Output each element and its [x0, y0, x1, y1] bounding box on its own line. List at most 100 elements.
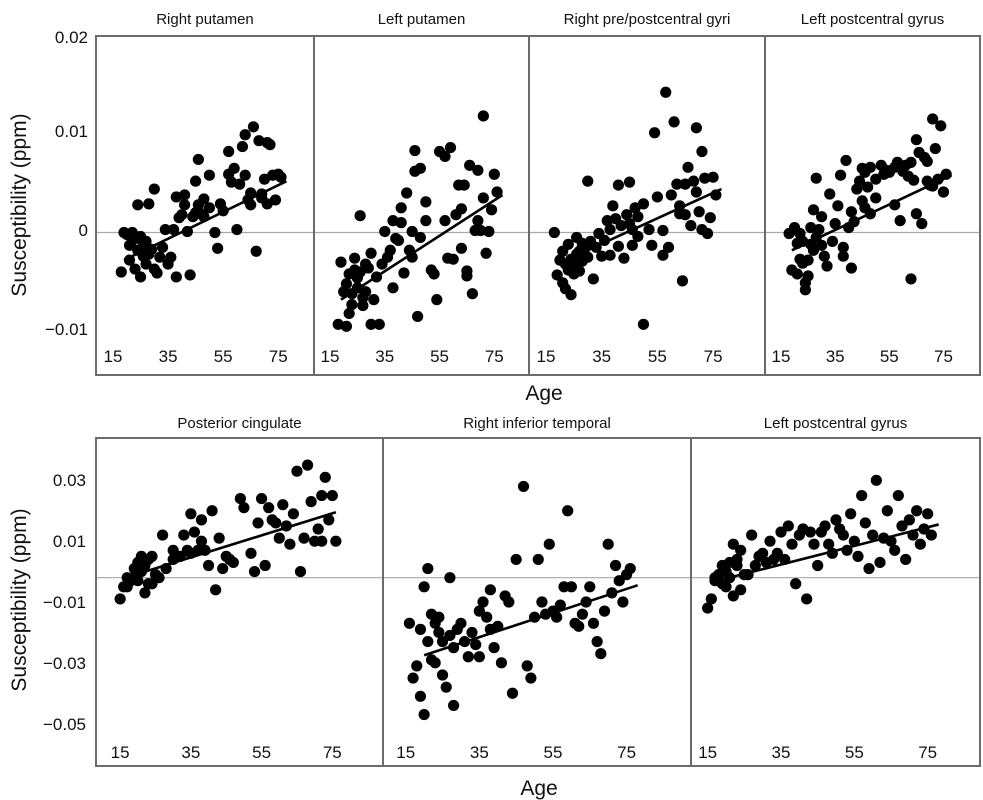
data-point	[362, 262, 374, 274]
x-tick-label: 15	[104, 347, 123, 366]
data-point	[562, 505, 574, 517]
x-tick-label: 35	[826, 347, 845, 366]
data-point	[864, 161, 876, 173]
data-point	[477, 192, 489, 204]
x-tick-label: 15	[772, 347, 791, 366]
data-point	[554, 599, 566, 611]
data-point	[132, 199, 144, 211]
data-point	[707, 171, 719, 183]
data-point	[239, 169, 251, 181]
data-point	[690, 122, 702, 134]
data-point	[223, 145, 235, 158]
data-point	[626, 239, 638, 251]
data-point	[856, 489, 868, 502]
data-point	[428, 268, 440, 280]
data-point	[830, 514, 842, 526]
data-point	[749, 559, 761, 572]
data-point	[192, 153, 204, 166]
data-point	[604, 223, 616, 236]
data-point	[178, 529, 190, 541]
scatter-panel: Posterior cingulate 15 35 55 75	[95, 415, 384, 767]
data-point	[156, 529, 169, 541]
data-point	[433, 626, 445, 639]
data-point	[466, 626, 478, 639]
data-point	[682, 161, 694, 173]
data-point	[676, 275, 689, 287]
data-point	[140, 258, 152, 270]
data-point	[167, 223, 180, 236]
data-point	[420, 196, 432, 208]
data-point	[466, 288, 478, 300]
row2-ytick-label: 0.03	[53, 471, 86, 490]
data-point	[651, 191, 663, 203]
data-point	[247, 121, 260, 133]
data-point	[837, 250, 849, 262]
data-point	[937, 186, 950, 198]
data-point	[431, 294, 443, 306]
data-point	[146, 550, 158, 562]
data-point	[395, 217, 407, 229]
data-point	[596, 250, 608, 262]
data-point	[444, 629, 456, 642]
data-point	[316, 489, 328, 502]
data-point	[414, 623, 427, 635]
data-point	[245, 199, 257, 211]
data-point	[365, 247, 377, 259]
data-point	[889, 544, 901, 556]
panel-frame	[95, 437, 384, 767]
data-point	[153, 572, 165, 584]
data-point	[343, 307, 355, 320]
data-point	[617, 596, 629, 608]
row2-x-axis-label: Age	[520, 777, 557, 800]
data-point	[228, 162, 240, 174]
scatter-panel: Left postcentral gyrus 15 35 55 75	[764, 11, 981, 376]
scatter-panel: Left putamen 15 35 55 75	[313, 11, 530, 376]
regression-line	[123, 179, 288, 262]
data-point	[929, 142, 941, 155]
data-point	[503, 596, 515, 608]
row1-x-axis-label: Age	[525, 382, 562, 405]
x-tick-label: 35	[592, 347, 611, 366]
data-point	[357, 299, 369, 312]
data-point	[447, 253, 459, 265]
row1-y-axis-label: Susceptibility (ppm)	[8, 113, 31, 296]
data-point	[818, 250, 830, 262]
data-point	[184, 269, 196, 281]
data-point	[154, 251, 166, 263]
data-point	[368, 294, 380, 306]
data-point	[195, 514, 208, 526]
data-point	[170, 271, 182, 283]
scatter-panel: Right inferior temporal 15 35 55 75	[382, 415, 692, 767]
data-point	[472, 164, 484, 176]
data-point	[618, 252, 630, 264]
data-point	[685, 219, 697, 232]
data-point	[439, 215, 451, 227]
data-point	[455, 242, 468, 254]
data-point	[330, 535, 342, 547]
data-point	[472, 215, 484, 227]
row1-ytick-label: 0.02	[55, 28, 88, 47]
data-point	[195, 535, 208, 547]
data-point	[485, 204, 498, 216]
panel-title: Right inferior temporal	[463, 415, 611, 432]
data-point	[291, 465, 303, 477]
data-point	[646, 239, 658, 251]
x-tick-label: 75	[704, 347, 723, 366]
data-point	[598, 605, 611, 617]
data-point	[819, 520, 831, 532]
data-point	[813, 223, 825, 236]
data-point	[668, 116, 680, 128]
data-point	[234, 178, 246, 190]
data-point	[911, 505, 923, 517]
data-point	[791, 268, 803, 280]
data-point	[422, 562, 434, 575]
data-point	[506, 687, 519, 699]
data-point	[679, 209, 691, 221]
data-point	[354, 210, 366, 222]
data-point	[165, 251, 177, 263]
data-point	[643, 223, 655, 236]
data-point	[573, 620, 585, 632]
data-point	[525, 672, 537, 684]
data-point	[632, 230, 644, 243]
